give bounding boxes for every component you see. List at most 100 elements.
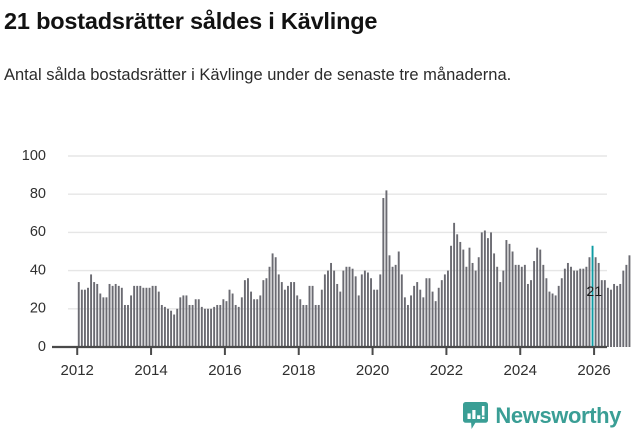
highlight-value-label: 21	[587, 283, 603, 299]
bar	[123, 304, 126, 347]
bar	[327, 270, 329, 347]
bar	[517, 264, 520, 347]
bar	[625, 264, 628, 347]
bar	[148, 287, 151, 347]
bar	[570, 266, 572, 347]
bar	[557, 285, 560, 347]
bar	[308, 285, 311, 347]
bar	[459, 241, 462, 347]
bar	[142, 287, 145, 347]
bar	[247, 278, 249, 347]
y-tick-label: 60	[30, 224, 46, 240]
bar	[480, 232, 483, 347]
bar	[90, 274, 93, 347]
bar	[600, 280, 603, 347]
bar	[388, 255, 391, 347]
x-tick-label: 2016	[208, 362, 241, 379]
bar	[182, 295, 185, 347]
bar	[422, 297, 425, 347]
bar	[370, 278, 372, 347]
bar	[542, 264, 545, 347]
y-tick-label: 100	[22, 148, 46, 164]
bar	[382, 198, 385, 347]
bar	[551, 293, 554, 347]
x-tick-label: 2012	[61, 362, 94, 379]
bar	[443, 274, 446, 347]
bar	[268, 266, 271, 347]
bar	[197, 299, 200, 347]
bar	[514, 264, 517, 347]
bar	[222, 299, 225, 347]
bar	[114, 283, 117, 347]
bar	[606, 287, 609, 347]
bar	[271, 253, 274, 347]
bar	[530, 280, 532, 347]
y-tick-label: 40	[30, 262, 46, 278]
bar	[219, 304, 222, 347]
bar	[493, 253, 496, 347]
bar	[379, 274, 382, 347]
bar	[339, 291, 342, 347]
bar	[628, 255, 631, 347]
bar	[317, 304, 320, 347]
bar	[213, 306, 216, 347]
bar	[391, 266, 394, 347]
bar	[456, 234, 459, 347]
bar	[136, 285, 139, 347]
bar	[163, 306, 166, 347]
bar	[619, 283, 622, 347]
bar	[397, 251, 400, 347]
bar	[499, 282, 502, 347]
bar	[505, 240, 508, 347]
bar	[93, 282, 96, 347]
bar	[471, 262, 474, 347]
chart-subtitle: Antal sålda bostadsrätter i Kävlinge und…	[4, 66, 512, 84]
chart-canvas: 0 20 40 60 80 100 2012 2014 2016 2018 2020 2022 202…	[22, 148, 631, 379]
bar	[256, 299, 259, 347]
bar	[173, 314, 176, 347]
bar	[243, 280, 246, 347]
bar	[314, 304, 317, 347]
bar	[336, 283, 339, 347]
bar	[133, 285, 136, 347]
bar	[170, 310, 173, 347]
x-tick-label: 2026	[577, 362, 610, 379]
bar	[536, 247, 539, 347]
bar	[520, 266, 523, 347]
bar	[483, 230, 486, 347]
bar	[582, 268, 585, 347]
bar	[573, 270, 576, 347]
bar	[603, 280, 606, 347]
newsworthy-logo[interactable]: Newsworthy	[463, 402, 621, 429]
bar	[320, 289, 323, 347]
bar	[588, 257, 591, 347]
bar	[616, 285, 619, 347]
bar	[453, 222, 456, 347]
bar	[357, 295, 360, 347]
bar	[77, 282, 80, 347]
bar	[622, 270, 625, 347]
bar	[410, 295, 412, 347]
bar	[428, 278, 431, 347]
bar	[348, 266, 351, 347]
page-title: 21 bostadsrätter såldes i Kävlinge	[4, 8, 378, 34]
bar	[253, 299, 256, 347]
bar	[274, 257, 277, 347]
bar	[240, 297, 243, 347]
bar	[566, 262, 569, 347]
bar	[179, 297, 182, 347]
bar	[585, 266, 588, 347]
bar	[465, 266, 468, 347]
bar	[548, 291, 551, 347]
x-tick-label: 2018	[282, 362, 315, 379]
y-tick-label: 80	[30, 186, 46, 202]
bar	[207, 308, 209, 347]
bar	[96, 283, 99, 347]
bar-value-label: 21	[587, 283, 603, 299]
bar	[400, 274, 403, 347]
bar	[526, 283, 529, 347]
bar	[594, 257, 597, 347]
bar	[434, 301, 437, 347]
bar	[533, 261, 536, 347]
bar	[474, 270, 477, 347]
